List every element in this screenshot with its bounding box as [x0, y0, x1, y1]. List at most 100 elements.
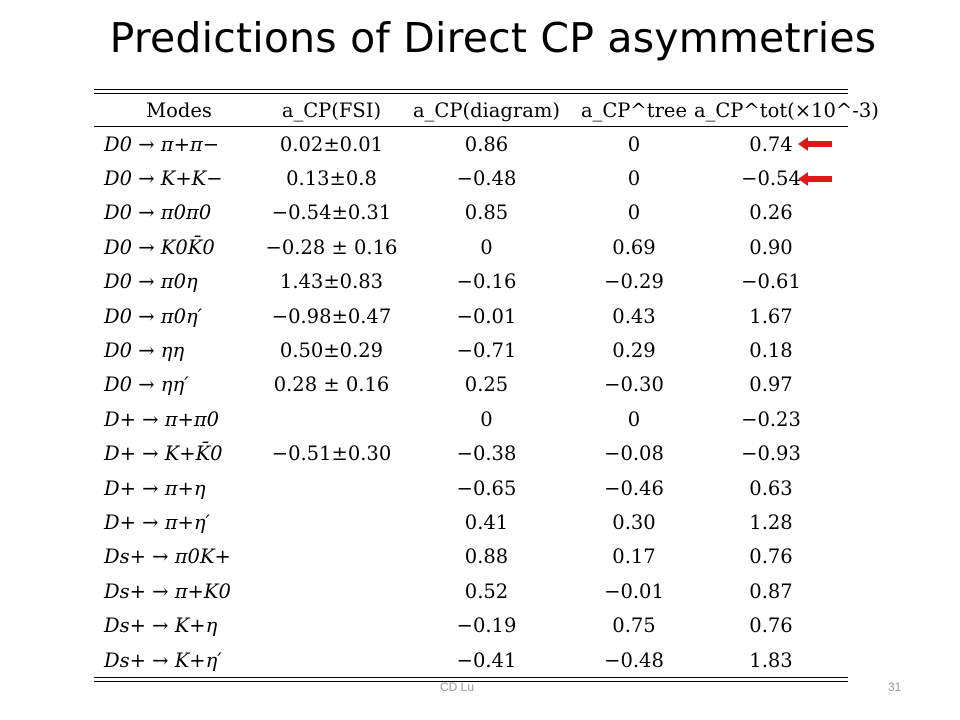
tree-cell: 0 [627, 201, 641, 225]
diagram-cell: 0.41 [464, 510, 509, 534]
tree-cell: −0.08 [604, 442, 664, 466]
table-top-rule [94, 89, 848, 94]
tot-cell: 1.67 [749, 304, 793, 328]
table-row: D+ → π+η −0.65 −0.46 0.63 [94, 471, 848, 505]
tree-cell: 0.75 [612, 614, 656, 638]
fsi-cell: −0.98±0.47 [271, 304, 392, 328]
header-tot-text: a_CP^tot(×10^-3) [694, 98, 879, 122]
table-row: D0 → ηη′ 0.28 ± 0.16 0.25 −0.30 0.97 [94, 368, 848, 402]
mode-cell: Ds+ → K+η′ [104, 648, 222, 672]
tot-cell: −0.93 [741, 442, 801, 466]
mode-cell: D+ → K+K̄0 [104, 442, 223, 466]
diagram-cell: 0.85 [464, 201, 509, 225]
mode-cell: D+ → π+η′ [104, 510, 210, 534]
header-fsi: a_CP(FSI) [264, 94, 399, 127]
mode-cell: Ds+ → K+η [104, 614, 218, 638]
mode-cell: D0 → ηη [104, 339, 185, 363]
table-row: Ds+ → π+K0 0.52 −0.01 0.87 [94, 574, 848, 608]
tree-cell: 0 [627, 132, 641, 156]
mode-cell: D0 → K+K− [104, 167, 223, 191]
table-row: D0 → π0η′ −0.98±0.47 −0.01 0.43 1.67 [94, 299, 848, 333]
tree-cell: −0.01 [604, 579, 664, 603]
fsi-cell: −0.51±0.30 [271, 442, 392, 466]
tree-cell: 0.43 [612, 304, 656, 328]
diagram-cell: −0.48 [456, 167, 517, 191]
slide-title: Predictions of Direct CP asymmetries [109, 14, 877, 62]
highlight-arrow-icon [798, 171, 832, 186]
tree-cell: 0.29 [612, 339, 656, 363]
table-row: Ds+ → π0K+ 0.88 0.17 0.76 [94, 540, 848, 574]
tot-cell: 1.83 [749, 648, 793, 672]
diagram-cell: −0.71 [456, 339, 517, 363]
fsi-cell [264, 505, 399, 539]
header-modes: Modes [146, 98, 212, 122]
table-row: D+ → K+K̄0 −0.51±0.30 −0.38 −0.08 −0.93 [94, 437, 848, 471]
mode-cell: D0 → K0K̄0 [104, 235, 215, 259]
diagram-cell: −0.16 [456, 270, 517, 294]
diagram-cell: −0.65 [456, 476, 517, 500]
table-row: D0 → K0K̄0 −0.28 ± 0.16 0 0.69 0.90 [94, 230, 848, 264]
tree-cell: −0.46 [604, 476, 664, 500]
tot-cell: 0.87 [749, 579, 793, 603]
fsi-cell: −0.28 ± 0.16 [265, 235, 398, 259]
diagram-cell: 0.25 [464, 373, 509, 397]
tree-cell: 0.17 [612, 545, 656, 569]
table-row: D0 → π0η 1.43±0.83 −0.16 −0.29 −0.61 [94, 265, 848, 299]
fsi-cell: 0.50±0.29 [279, 339, 384, 363]
cp-asymmetry-table: Modes a_CP(FSI) a_CP(diagram) a_CP^tree … [94, 89, 879, 683]
tot-cell: 1.28 [749, 510, 793, 534]
cp-table: Modes a_CP(FSI) a_CP(diagram) a_CP^tree … [94, 94, 879, 677]
tot-cell: −0.54 [741, 167, 801, 191]
diagram-cell: 0 [480, 235, 493, 259]
mode-cell: D0 → ηη′ [104, 373, 189, 397]
footer-page-number: 31 [888, 680, 902, 694]
header-diagram: a_CP(diagram) [399, 94, 574, 127]
table-bottom-rule [94, 677, 848, 683]
header-tot: a_CP^tot(×10^-3) [694, 94, 879, 127]
mode-cell: Ds+ → π+K0 [104, 579, 231, 603]
tree-cell: −0.30 [604, 373, 664, 397]
fsi-cell [264, 608, 399, 642]
fsi-cell [264, 643, 399, 677]
tot-cell: 0.76 [749, 614, 793, 638]
diagram-cell: 0.86 [464, 132, 509, 156]
fsi-cell [264, 574, 399, 608]
table-row: D+ → π+η′ 0.41 0.30 1.28 [94, 505, 848, 539]
tot-cell: 0.26 [749, 201, 793, 225]
header-diagram-text: a_CP(diagram) [413, 98, 560, 122]
footer-author: CD Lu [440, 680, 475, 694]
tree-cell: −0.29 [604, 270, 664, 294]
tree-cell: 0.30 [612, 510, 656, 534]
diagram-cell: −0.01 [456, 304, 517, 328]
fsi-cell [264, 402, 399, 436]
header-tree: a_CP^tree [574, 94, 694, 127]
mode-cell: D0 → π0π0 [104, 201, 212, 225]
mode-cell: D0 → π0η′ [104, 304, 203, 328]
diagram-cell: 0.88 [464, 545, 509, 569]
fsi-cell: 0.28 ± 0.16 [273, 373, 390, 397]
mode-cell: D0 → π0η [104, 270, 198, 294]
fsi-cell: −0.54±0.31 [271, 201, 392, 225]
table-row: D0 → ηη 0.50±0.29 −0.71 0.29 0.18 [94, 333, 848, 367]
header-rule [94, 126, 848, 127]
fsi-cell [264, 471, 399, 505]
tot-cell: 0.74 [749, 132, 793, 156]
mode-cell: Ds+ → π0K+ [104, 545, 231, 569]
fsi-cell: 0.02±0.01 [279, 132, 384, 156]
tot-cell: −0.61 [741, 270, 801, 294]
fsi-cell [264, 540, 399, 574]
table-row: Ds+ → K+η −0.19 0.75 0.76 [94, 608, 848, 642]
fsi-cell: 0.13±0.8 [286, 167, 377, 191]
tot-cell: 0.76 [749, 545, 793, 569]
diagram-cell: −0.38 [456, 442, 517, 466]
header-tree-text: a_CP^tree [581, 98, 687, 122]
tot-cell: 0.97 [749, 373, 793, 397]
table-row: D0 → π0π0 −0.54±0.31 0.85 0 0.26 [94, 196, 848, 230]
table-row: D+ → π+π0 0 0 −0.23 [94, 402, 848, 436]
mode-cell: D+ → π+η [104, 476, 206, 500]
tree-cell: 0.69 [612, 235, 656, 259]
tot-cell: 0.63 [749, 476, 793, 500]
diagram-cell: −0.19 [456, 614, 517, 638]
tot-cell: −0.23 [741, 407, 801, 431]
table-row: D0 → K+K− 0.13±0.8 −0.48 0 −0.54 [94, 161, 848, 195]
